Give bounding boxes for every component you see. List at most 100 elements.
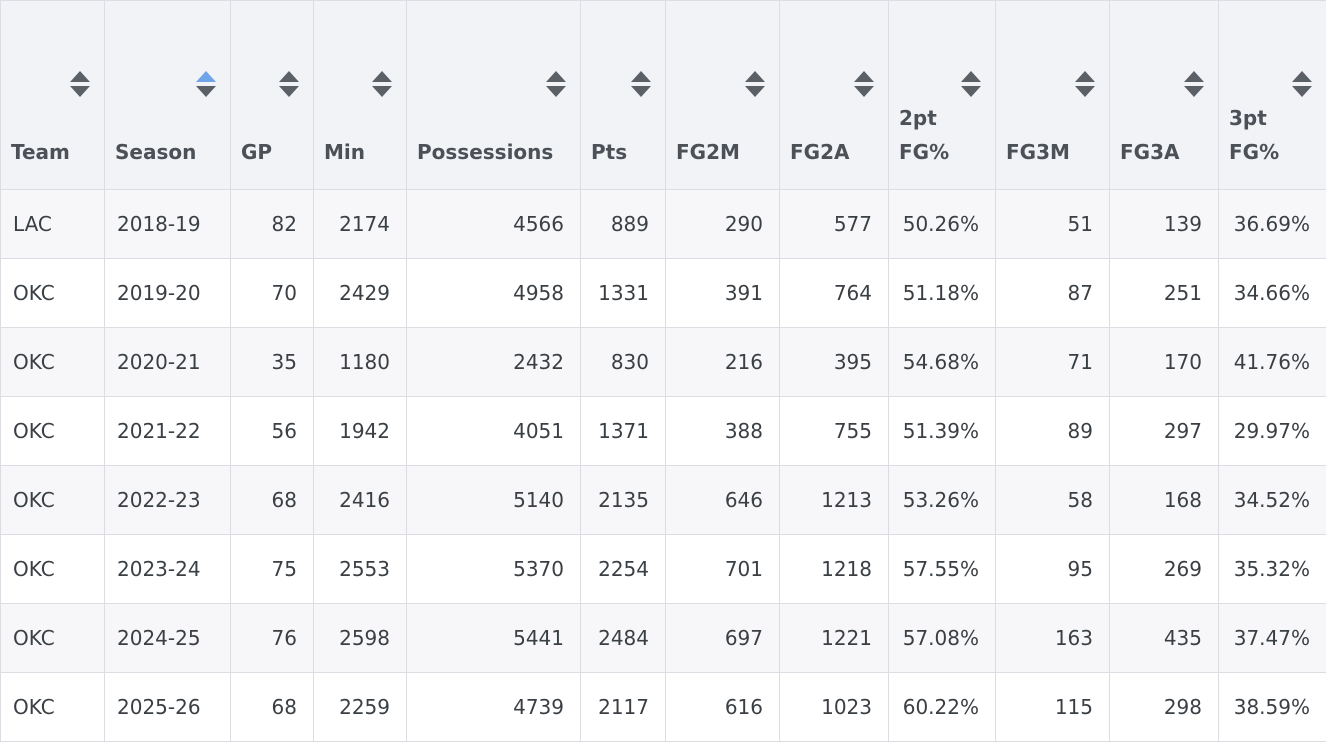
table-row: OKC 2023-24 75 2553 5370 2254 701 1218 5… [1, 535, 1326, 604]
cell-fg2m: 701 [666, 535, 780, 604]
cell-season: 2022-23 [105, 466, 231, 535]
cell-gp: 75 [231, 535, 314, 604]
cell-3pt-fg-pct: 38.59% [1219, 673, 1326, 742]
cell-fg2m: 290 [666, 190, 780, 259]
cell-3pt-fg-pct: 35.32% [1219, 535, 1326, 604]
cell-gp: 68 [231, 673, 314, 742]
cell-fg2a: 577 [780, 190, 889, 259]
cell-2pt-fg-pct: 51.18% [889, 259, 996, 328]
cell-team: LAC [1, 190, 105, 259]
cell-min: 1942 [314, 397, 407, 466]
cell-possessions: 4566 [407, 190, 581, 259]
cell-fg3a: 269 [1110, 535, 1219, 604]
cell-fg3a: 297 [1110, 397, 1219, 466]
column-header-label: GP [241, 135, 297, 169]
cell-team: OKC [1, 328, 105, 397]
cell-season: 2018-19 [105, 190, 231, 259]
column-header-gp[interactable]: GP [231, 1, 314, 190]
column-header-season[interactable]: Season [105, 1, 231, 190]
table-row: OKC 2019-20 70 2429 4958 1331 391 764 51… [1, 259, 1326, 328]
column-header-min[interactable]: Min [314, 1, 407, 190]
column-header-team[interactable]: Team [1, 1, 105, 190]
cell-fg3m: 89 [996, 397, 1110, 466]
cell-min: 1180 [314, 328, 407, 397]
cell-fg2m: 697 [666, 604, 780, 673]
column-header-pts[interactable]: Pts [581, 1, 666, 190]
cell-fg3m: 87 [996, 259, 1110, 328]
cell-fg3m: 163 [996, 604, 1110, 673]
cell-min: 2598 [314, 604, 407, 673]
cell-fg2m: 388 [666, 397, 780, 466]
table-row: LAC 2018-19 82 2174 4566 889 290 577 50.… [1, 190, 1326, 259]
sort-icon [1184, 71, 1204, 97]
sort-icon [1075, 71, 1095, 97]
cell-fg3a: 170 [1110, 328, 1219, 397]
column-header-label: Pts [591, 135, 649, 169]
column-header-possessions[interactable]: Possessions [407, 1, 581, 190]
cell-pts: 830 [581, 328, 666, 397]
cell-2pt-fg-pct: 57.55% [889, 535, 996, 604]
cell-pts: 1331 [581, 259, 666, 328]
cell-2pt-fg-pct: 60.22% [889, 673, 996, 742]
column-header-fg3m[interactable]: FG3M [996, 1, 1110, 190]
cell-team: OKC [1, 673, 105, 742]
table-row: OKC 2024-25 76 2598 5441 2484 697 1221 5… [1, 604, 1326, 673]
sort-icon [279, 71, 299, 97]
cell-team: OKC [1, 535, 105, 604]
cell-team: OKC [1, 466, 105, 535]
cell-3pt-fg-pct: 41.76% [1219, 328, 1326, 397]
cell-gp: 68 [231, 466, 314, 535]
cell-fg2a: 755 [780, 397, 889, 466]
sort-icon [961, 71, 981, 97]
table-row: OKC 2020-21 35 1180 2432 830 216 395 54.… [1, 328, 1326, 397]
cell-min: 2416 [314, 466, 407, 535]
cell-2pt-fg-pct: 51.39% [889, 397, 996, 466]
column-header-label: FG2M [676, 135, 763, 169]
sort-icon [854, 71, 874, 97]
column-header-label: 3pt FG% [1229, 101, 1312, 169]
cell-possessions: 5441 [407, 604, 581, 673]
cell-pts: 2117 [581, 673, 666, 742]
cell-fg2m: 646 [666, 466, 780, 535]
cell-3pt-fg-pct: 37.47% [1219, 604, 1326, 673]
cell-season: 2020-21 [105, 328, 231, 397]
cell-fg3a: 251 [1110, 259, 1219, 328]
cell-fg3m: 71 [996, 328, 1110, 397]
column-header-fg3a[interactable]: FG3A [1110, 1, 1219, 190]
cell-fg3a: 168 [1110, 466, 1219, 535]
table-row: OKC 2021-22 56 1942 4051 1371 388 755 51… [1, 397, 1326, 466]
cell-pts: 1371 [581, 397, 666, 466]
cell-fg2a: 1221 [780, 604, 889, 673]
cell-gp: 82 [231, 190, 314, 259]
cell-min: 2174 [314, 190, 407, 259]
cell-team: OKC [1, 259, 105, 328]
column-header-fg2m[interactable]: FG2M [666, 1, 780, 190]
cell-possessions: 5370 [407, 535, 581, 604]
column-header-label: FG3A [1120, 135, 1202, 169]
cell-fg3a: 298 [1110, 673, 1219, 742]
cell-3pt-fg-pct: 29.97% [1219, 397, 1326, 466]
cell-3pt-fg-pct: 34.52% [1219, 466, 1326, 535]
column-header-fg2a[interactable]: FG2A [780, 1, 889, 190]
cell-min: 2259 [314, 673, 407, 742]
cell-team: OKC [1, 397, 105, 466]
cell-fg3m: 95 [996, 535, 1110, 604]
cell-fg3a: 435 [1110, 604, 1219, 673]
cell-fg2a: 1218 [780, 535, 889, 604]
sort-ascending-icon [196, 71, 216, 97]
cell-possessions: 2432 [407, 328, 581, 397]
column-header-3pt-fg-pct[interactable]: 3pt FG% [1219, 1, 1326, 190]
table-row: OKC 2022-23 68 2416 5140 2135 646 1213 5… [1, 466, 1326, 535]
header-row: Team Season GP Min Possessions Pts [1, 1, 1326, 190]
sort-icon [745, 71, 765, 97]
cell-pts: 889 [581, 190, 666, 259]
cell-gp: 76 [231, 604, 314, 673]
cell-2pt-fg-pct: 53.26% [889, 466, 996, 535]
cell-pts: 2254 [581, 535, 666, 604]
column-header-2pt-fg-pct[interactable]: 2pt FG% [889, 1, 996, 190]
cell-fg2a: 1023 [780, 673, 889, 742]
cell-season: 2024-25 [105, 604, 231, 673]
cell-season: 2019-20 [105, 259, 231, 328]
table-body: LAC 2018-19 82 2174 4566 889 290 577 50.… [1, 190, 1326, 742]
cell-fg3m: 115 [996, 673, 1110, 742]
